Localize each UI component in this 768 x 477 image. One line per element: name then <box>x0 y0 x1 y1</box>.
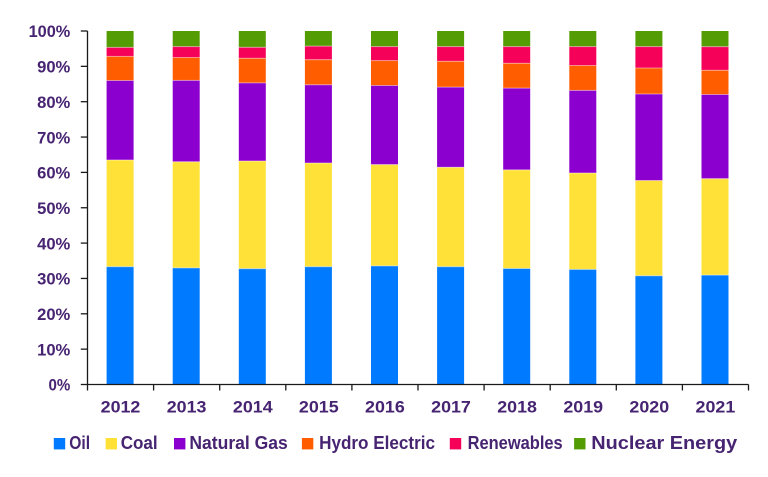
svg-text:2021: 2021 <box>696 397 736 416</box>
svg-text:90%: 90% <box>37 58 70 77</box>
svg-text:Hydro Electric: Hydro Electric <box>319 433 435 453</box>
svg-text:100%: 100% <box>29 22 71 41</box>
svg-text:2014: 2014 <box>233 397 273 416</box>
svg-text:Coal: Coal <box>121 433 158 453</box>
svg-text:70%: 70% <box>37 128 70 147</box>
svg-text:2017: 2017 <box>431 397 471 416</box>
svg-text:20%: 20% <box>37 305 70 324</box>
svg-text:2015: 2015 <box>299 397 339 416</box>
svg-text:30%: 30% <box>37 270 70 289</box>
svg-text:80%: 80% <box>37 93 70 112</box>
svg-text:2019: 2019 <box>563 397 603 416</box>
svg-text:2013: 2013 <box>167 397 207 416</box>
svg-text:60%: 60% <box>37 164 70 183</box>
svg-text:2018: 2018 <box>497 397 537 416</box>
svg-text:Natural Gas: Natural Gas <box>189 433 287 453</box>
svg-text:40%: 40% <box>37 234 70 253</box>
svg-text:2020: 2020 <box>629 397 669 416</box>
svg-text:0%: 0% <box>49 376 71 395</box>
svg-text:10%: 10% <box>37 340 70 359</box>
svg-text:Oil: Oil <box>69 433 90 453</box>
svg-text:50%: 50% <box>37 199 70 218</box>
svg-text:Renewables: Renewables <box>468 433 563 453</box>
svg-text:2016: 2016 <box>365 397 405 416</box>
svg-text:2012: 2012 <box>101 397 141 416</box>
svg-text:Nuclear Energy: Nuclear Energy <box>591 433 737 453</box>
